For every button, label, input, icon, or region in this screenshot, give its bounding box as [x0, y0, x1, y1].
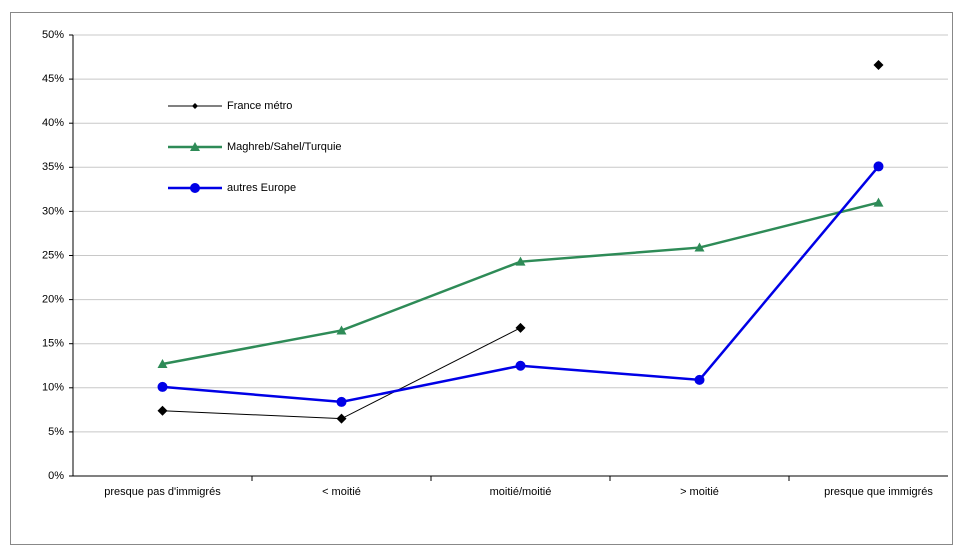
data-point	[515, 360, 526, 371]
legend-marker	[190, 183, 200, 193]
x-tick-label: presque que immigrés	[824, 486, 933, 498]
data-point	[336, 413, 347, 424]
legend-marker	[190, 142, 200, 151]
x-tick-label: > moitié	[680, 486, 719, 498]
y-tick-label: 0%	[48, 470, 64, 482]
y-tick-label: 40%	[42, 117, 64, 129]
data-point	[694, 242, 705, 252]
data-point	[336, 396, 347, 407]
series-line	[162, 201, 879, 366]
data-point	[157, 381, 168, 392]
legend-marker	[192, 103, 198, 109]
y-tick-label: 50%	[42, 29, 64, 41]
y-tick-label: 10%	[42, 382, 64, 394]
y-tick-label: 15%	[42, 338, 64, 350]
data-point	[873, 59, 884, 70]
legend-label: Maghreb/Sahel/Turquie	[227, 141, 342, 153]
x-tick-label: presque pas d'immigrés	[104, 486, 221, 498]
y-tick-label: 25%	[42, 249, 64, 261]
legend-label: France métro	[227, 100, 292, 112]
y-tick-label: 45%	[42, 73, 64, 85]
data-point	[157, 358, 168, 368]
data-point	[873, 197, 884, 207]
y-tick-label: 30%	[42, 205, 64, 217]
data-point	[515, 322, 526, 333]
chart-border	[10, 12, 953, 545]
data-point	[336, 325, 347, 335]
data-point	[157, 405, 168, 416]
x-tick-label: moitié/moitié	[490, 486, 552, 498]
data-point	[873, 161, 884, 172]
legend-label: autres Europe	[227, 182, 296, 194]
y-tick-label: 5%	[48, 426, 64, 438]
y-tick-label: 35%	[42, 161, 64, 173]
y-tick-label: 20%	[42, 294, 64, 306]
data-point	[515, 256, 526, 266]
data-point	[694, 374, 705, 385]
x-tick-label: < moitié	[322, 486, 361, 498]
